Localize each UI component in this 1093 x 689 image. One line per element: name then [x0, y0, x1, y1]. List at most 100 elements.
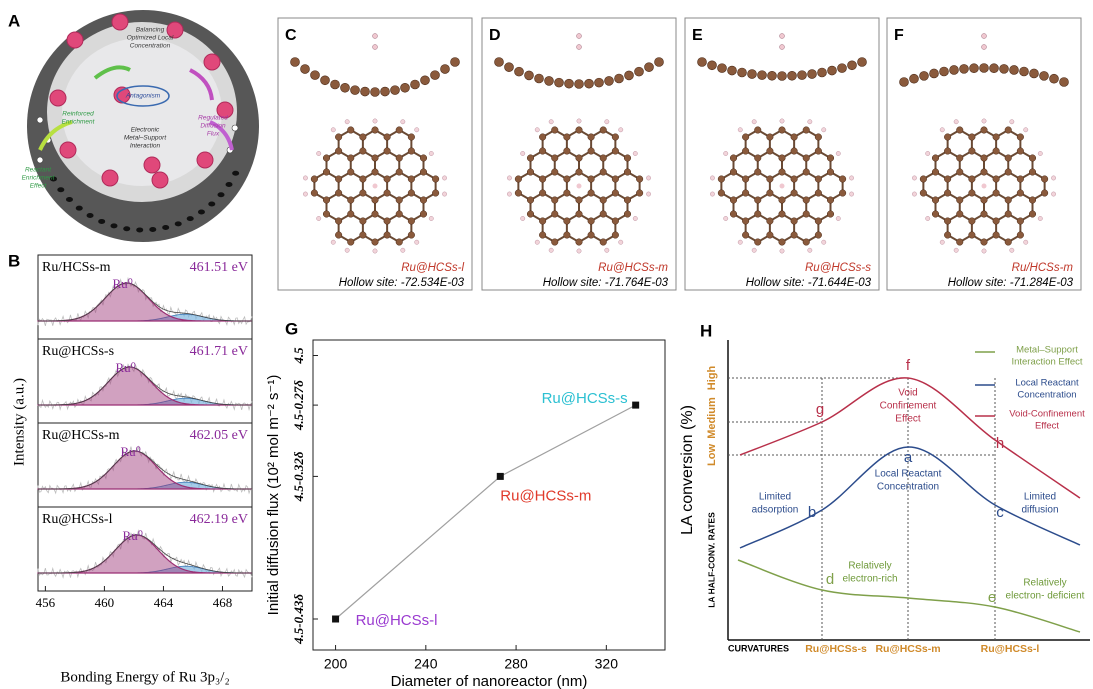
peak-energy: 462.05 eV	[190, 428, 248, 443]
c-atom	[815, 218, 822, 225]
c-atom	[421, 76, 430, 85]
x-tick-label: 464	[154, 595, 174, 610]
c-atom	[742, 148, 749, 155]
point-letter: a	[904, 449, 913, 466]
c-atom	[730, 197, 737, 204]
c-atom	[1020, 67, 1029, 76]
annotation: Concentration	[877, 482, 939, 493]
c-atom	[588, 176, 595, 183]
y-axis-label: Initial diffusion flux (10² mol m⁻² s⁻¹)	[265, 375, 282, 616]
point-label: Ru@HCSs-l	[356, 612, 438, 629]
y2-axis-label: LA HALF-CONV. RATES	[706, 512, 716, 608]
pore	[187, 216, 194, 221]
c-atom	[838, 64, 847, 73]
c-atom	[779, 169, 786, 176]
c-atom	[372, 211, 379, 218]
annotation: Effect	[895, 414, 921, 425]
h-atom	[1024, 128, 1028, 132]
peak-energy: 461.71 eV	[190, 344, 248, 359]
c-atom	[956, 197, 963, 204]
c-atom	[944, 232, 951, 239]
h-atom	[331, 240, 335, 244]
h-atom	[982, 119, 986, 123]
h-atom	[373, 249, 377, 253]
sample-name: Ru@HCSs-l	[401, 262, 464, 274]
c-atom	[612, 218, 619, 225]
y-axis-label: LA conversion (%)	[679, 405, 696, 535]
c-atom	[738, 68, 747, 77]
h-atom	[317, 216, 321, 220]
c-atom	[950, 65, 959, 74]
h-atom	[605, 248, 609, 252]
c-atom	[1005, 211, 1012, 218]
c-atom	[588, 134, 595, 141]
c-atom	[803, 169, 810, 176]
c-atom	[742, 176, 749, 183]
ru-particle	[67, 32, 83, 48]
annotation: Local Reactant	[875, 469, 942, 480]
h-atom	[836, 151, 840, 155]
y-axis-label: Intensity (a.u.)	[11, 378, 27, 466]
h-atom	[822, 240, 826, 244]
h-atom	[982, 249, 986, 253]
c-atom	[1017, 134, 1024, 141]
c-atom	[960, 64, 969, 73]
h-atom	[507, 192, 511, 196]
schematic-note: Effect	[30, 183, 48, 190]
c-atom	[1041, 190, 1048, 197]
c-atom	[827, 155, 834, 162]
c-atom	[396, 169, 403, 176]
schematic-note: Optimized Local	[127, 35, 174, 42]
c-atom	[791, 176, 798, 183]
c-atom	[372, 169, 379, 176]
c-atom	[981, 239, 988, 246]
c-atom	[815, 134, 822, 141]
c-atom	[347, 169, 354, 176]
c-atom	[635, 67, 644, 76]
c-atom	[384, 232, 391, 239]
c-atom	[932, 169, 939, 176]
h-atom	[549, 248, 553, 252]
h-atom	[577, 249, 581, 253]
schematic-note: Electronic	[131, 127, 160, 134]
c-atom	[932, 211, 939, 218]
h-atom	[646, 192, 650, 196]
h-atom	[442, 176, 446, 180]
h-atom	[521, 216, 525, 220]
annotation: Relatively	[1023, 578, 1066, 589]
c-atom	[323, 169, 330, 176]
c-atom	[575, 80, 584, 89]
c-atom	[944, 190, 951, 197]
y-tick-label: 4.5-0.27δ	[291, 380, 306, 431]
panel-label: B	[8, 251, 20, 270]
molecule	[232, 125, 238, 131]
annotation: Limited	[759, 492, 791, 503]
c-atom	[588, 232, 595, 239]
c-atom	[411, 80, 420, 89]
c-atom	[981, 127, 988, 134]
c-atom	[803, 197, 810, 204]
c-atom	[698, 58, 707, 67]
schematic-note: Enrichment	[62, 119, 96, 126]
c-atom	[858, 58, 867, 67]
c-atom	[993, 134, 1000, 141]
h-atom	[940, 128, 944, 132]
schematic-note: Concentration	[130, 43, 171, 50]
c-atom	[431, 71, 440, 80]
c-atom	[539, 176, 546, 183]
c-atom	[605, 76, 614, 85]
legend-label: Effect	[1035, 421, 1059, 432]
c-atom	[565, 79, 574, 88]
h-atom	[1038, 151, 1042, 155]
c-atom	[828, 66, 837, 75]
c-atom	[956, 127, 963, 134]
c-atom	[515, 176, 522, 183]
peak-name: Ru⁰	[115, 360, 135, 375]
c-atom	[827, 211, 834, 218]
x-axis-label: Diameter of nanoreactor (nm)	[391, 673, 588, 689]
h-atom	[940, 240, 944, 244]
c-atom	[956, 155, 963, 162]
pore	[76, 206, 83, 211]
sample-name: Ru@HCSs-s	[805, 262, 871, 274]
c-atom	[347, 127, 354, 134]
